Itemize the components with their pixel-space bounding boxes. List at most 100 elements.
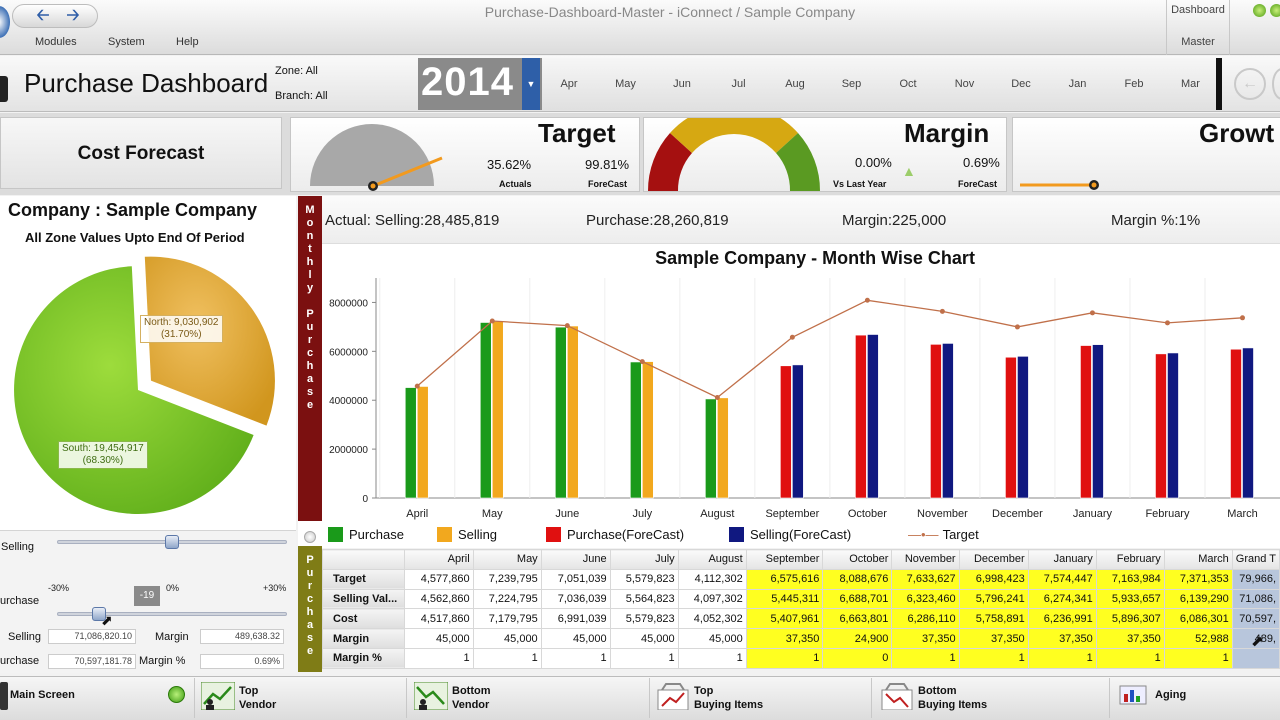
purchase-field-value[interactable]: 70,597,181.78 — [48, 654, 136, 669]
table-column-header[interactable]: April — [403, 549, 474, 570]
target-actuals-value: 35.62% — [487, 157, 532, 172]
table-column-header[interactable]: December — [958, 549, 1029, 570]
bar-selling-may[interactable] — [491, 321, 504, 499]
table-column-header[interactable]: May — [472, 549, 542, 570]
toggle-radio[interactable] — [304, 531, 316, 543]
bar-selling-august[interactable] — [717, 397, 729, 499]
bottom-buying-items-button[interactable]: Bottom Buying Items — [876, 678, 1110, 718]
legend-selling-forecast[interactable]: Selling(ForeCast) — [729, 527, 851, 543]
table-column-header[interactable]: August — [677, 549, 747, 570]
bar-purchase-forecast-november[interactable] — [930, 344, 942, 499]
table-cell: 45,000 — [609, 628, 679, 649]
top-vendor-button[interactable]: Top Vendor — [197, 678, 407, 718]
month-button-mar[interactable]: Mar — [1181, 78, 1200, 90]
bar-selling-july[interactable] — [642, 361, 654, 499]
bar-selling-april[interactable] — [416, 386, 429, 499]
bar-selling-forecast-november[interactable] — [942, 343, 954, 499]
month-button-nov[interactable]: Nov — [954, 78, 975, 90]
main-screen-button[interactable]: Main Screen — [0, 678, 195, 718]
year-dropdown-icon[interactable]: ▼ — [522, 58, 540, 110]
menu-help[interactable]: Help — [176, 36, 199, 48]
selling-field-value[interactable]: 71,086,820.10 — [48, 629, 136, 644]
target-point-may[interactable] — [489, 318, 495, 324]
month-button-dec[interactable]: Dec — [1011, 78, 1031, 90]
table-cell: 79,966, — [1231, 568, 1280, 590]
forward-arrow-icon[interactable]: 🡢 — [66, 7, 80, 24]
previous-circle-icon[interactable]: ← — [1234, 68, 1266, 100]
bar-selling-forecast-december[interactable] — [1017, 356, 1029, 499]
bar-selling-forecast-september[interactable] — [792, 364, 804, 499]
table-column-header[interactable]: November — [891, 549, 960, 570]
window-green-button-2[interactable] — [1270, 4, 1280, 17]
actual-selling: Actual: Selling:28,485,819 — [325, 212, 500, 229]
dashboard-master-button[interactable]: Dashboard Master — [1166, 0, 1230, 55]
window-green-button[interactable] — [1253, 4, 1266, 17]
bar-purchase-forecast-september[interactable] — [780, 365, 792, 499]
year-selector[interactable] — [418, 58, 542, 110]
legend-purchase[interactable]: Purchase — [328, 527, 404, 543]
month-button-jan[interactable]: Jan — [1068, 78, 1087, 90]
legend-target[interactable]: —•— Target — [908, 527, 979, 543]
table-column-header[interactable]: January — [1027, 549, 1097, 570]
bar-purchase-april[interactable] — [404, 387, 417, 499]
target-point-april[interactable] — [414, 383, 420, 389]
menu-system[interactable]: System — [108, 36, 145, 48]
bar-purchase-forecast-january[interactable] — [1080, 345, 1092, 499]
bar-selling-forecast-february[interactable] — [1167, 352, 1179, 499]
purchase-slider-track[interactable] — [57, 612, 287, 616]
target-point-november[interactable] — [939, 308, 945, 314]
table-column-header[interactable]: July — [609, 549, 679, 570]
bar-purchase-forecast-december[interactable] — [1005, 356, 1017, 499]
month-button-may[interactable]: May — [615, 78, 636, 90]
menu-modules[interactable]: Modules — [35, 36, 77, 48]
target-point-august[interactable] — [714, 394, 720, 400]
bar-purchase-may[interactable] — [479, 322, 492, 499]
bar-selling-june[interactable] — [567, 325, 579, 499]
month-button-feb[interactable]: Feb — [1124, 78, 1144, 90]
bar-purchase-forecast-february[interactable] — [1155, 353, 1167, 499]
month-button-jul[interactable]: Jul — [731, 78, 746, 90]
legend-purchase-forecast[interactable]: Purchase(ForeCast) — [546, 527, 684, 543]
table-column-header[interactable]: Grand T — [1231, 549, 1280, 570]
table-column-header[interactable]: September — [745, 549, 824, 570]
table-column-header[interactable]: October — [822, 549, 893, 570]
bar-purchase-forecast-march[interactable] — [1230, 348, 1242, 499]
monthly-purchase-band-letter: h — [306, 256, 314, 268]
top-buying-items-button[interactable]: Top Buying Items — [652, 678, 872, 718]
margin-field-value[interactable]: 489,638.32 — [200, 629, 284, 644]
month-button-oct[interactable]: Oct — [899, 78, 917, 90]
target-point-december[interactable] — [1014, 324, 1020, 330]
target-point-july[interactable] — [639, 359, 645, 365]
cost-forecast-button[interactable]: Cost Forecast — [0, 117, 282, 189]
bar-purchase-july[interactable] — [630, 361, 642, 499]
bar-selling-forecast-january[interactable] — [1092, 344, 1104, 499]
table-column-header[interactable]: February — [1095, 549, 1165, 570]
zone-filter[interactable]: Zone: All — [275, 65, 318, 77]
bar-purchase-forecast-october[interactable] — [855, 334, 867, 499]
table-column-header[interactable]: March — [1163, 549, 1233, 570]
target-point-october[interactable] — [864, 297, 870, 303]
table-cell: 489, — [1231, 628, 1280, 649]
bar-selling-forecast-october[interactable] — [867, 334, 879, 499]
target-point-march[interactable] — [1239, 315, 1245, 321]
month-button-aug[interactable]: Aug — [785, 78, 805, 90]
purchase-slider-thumb[interactable] — [92, 607, 107, 621]
table-column-header[interactable]: June — [540, 549, 611, 570]
bar-purchase-june[interactable] — [555, 326, 567, 499]
month-button-jun[interactable]: Jun — [673, 78, 691, 90]
bottom-vendor-button[interactable]: Bottom Vendor — [410, 678, 650, 718]
margin-pct-value[interactable]: 0.69% — [200, 654, 284, 669]
selling-slider-thumb[interactable] — [165, 535, 179, 549]
month-button-apr[interactable]: Apr — [560, 78, 578, 90]
branch-filter[interactable]: Branch: All — [275, 90, 328, 102]
target-point-september[interactable] — [789, 334, 795, 340]
back-arrow-icon[interactable]: 🡠 — [36, 7, 50, 24]
aging-button[interactable]: Aging — [1112, 678, 1280, 718]
target-point-february[interactable] — [1164, 320, 1170, 326]
bar-selling-forecast-march[interactable] — [1242, 347, 1254, 499]
target-point-january[interactable] — [1089, 310, 1095, 316]
bar-purchase-august[interactable] — [705, 398, 717, 499]
legend-selling[interactable]: Selling — [437, 527, 497, 543]
target-point-june[interactable] — [564, 323, 570, 329]
month-button-sep[interactable]: Sep — [841, 78, 862, 90]
